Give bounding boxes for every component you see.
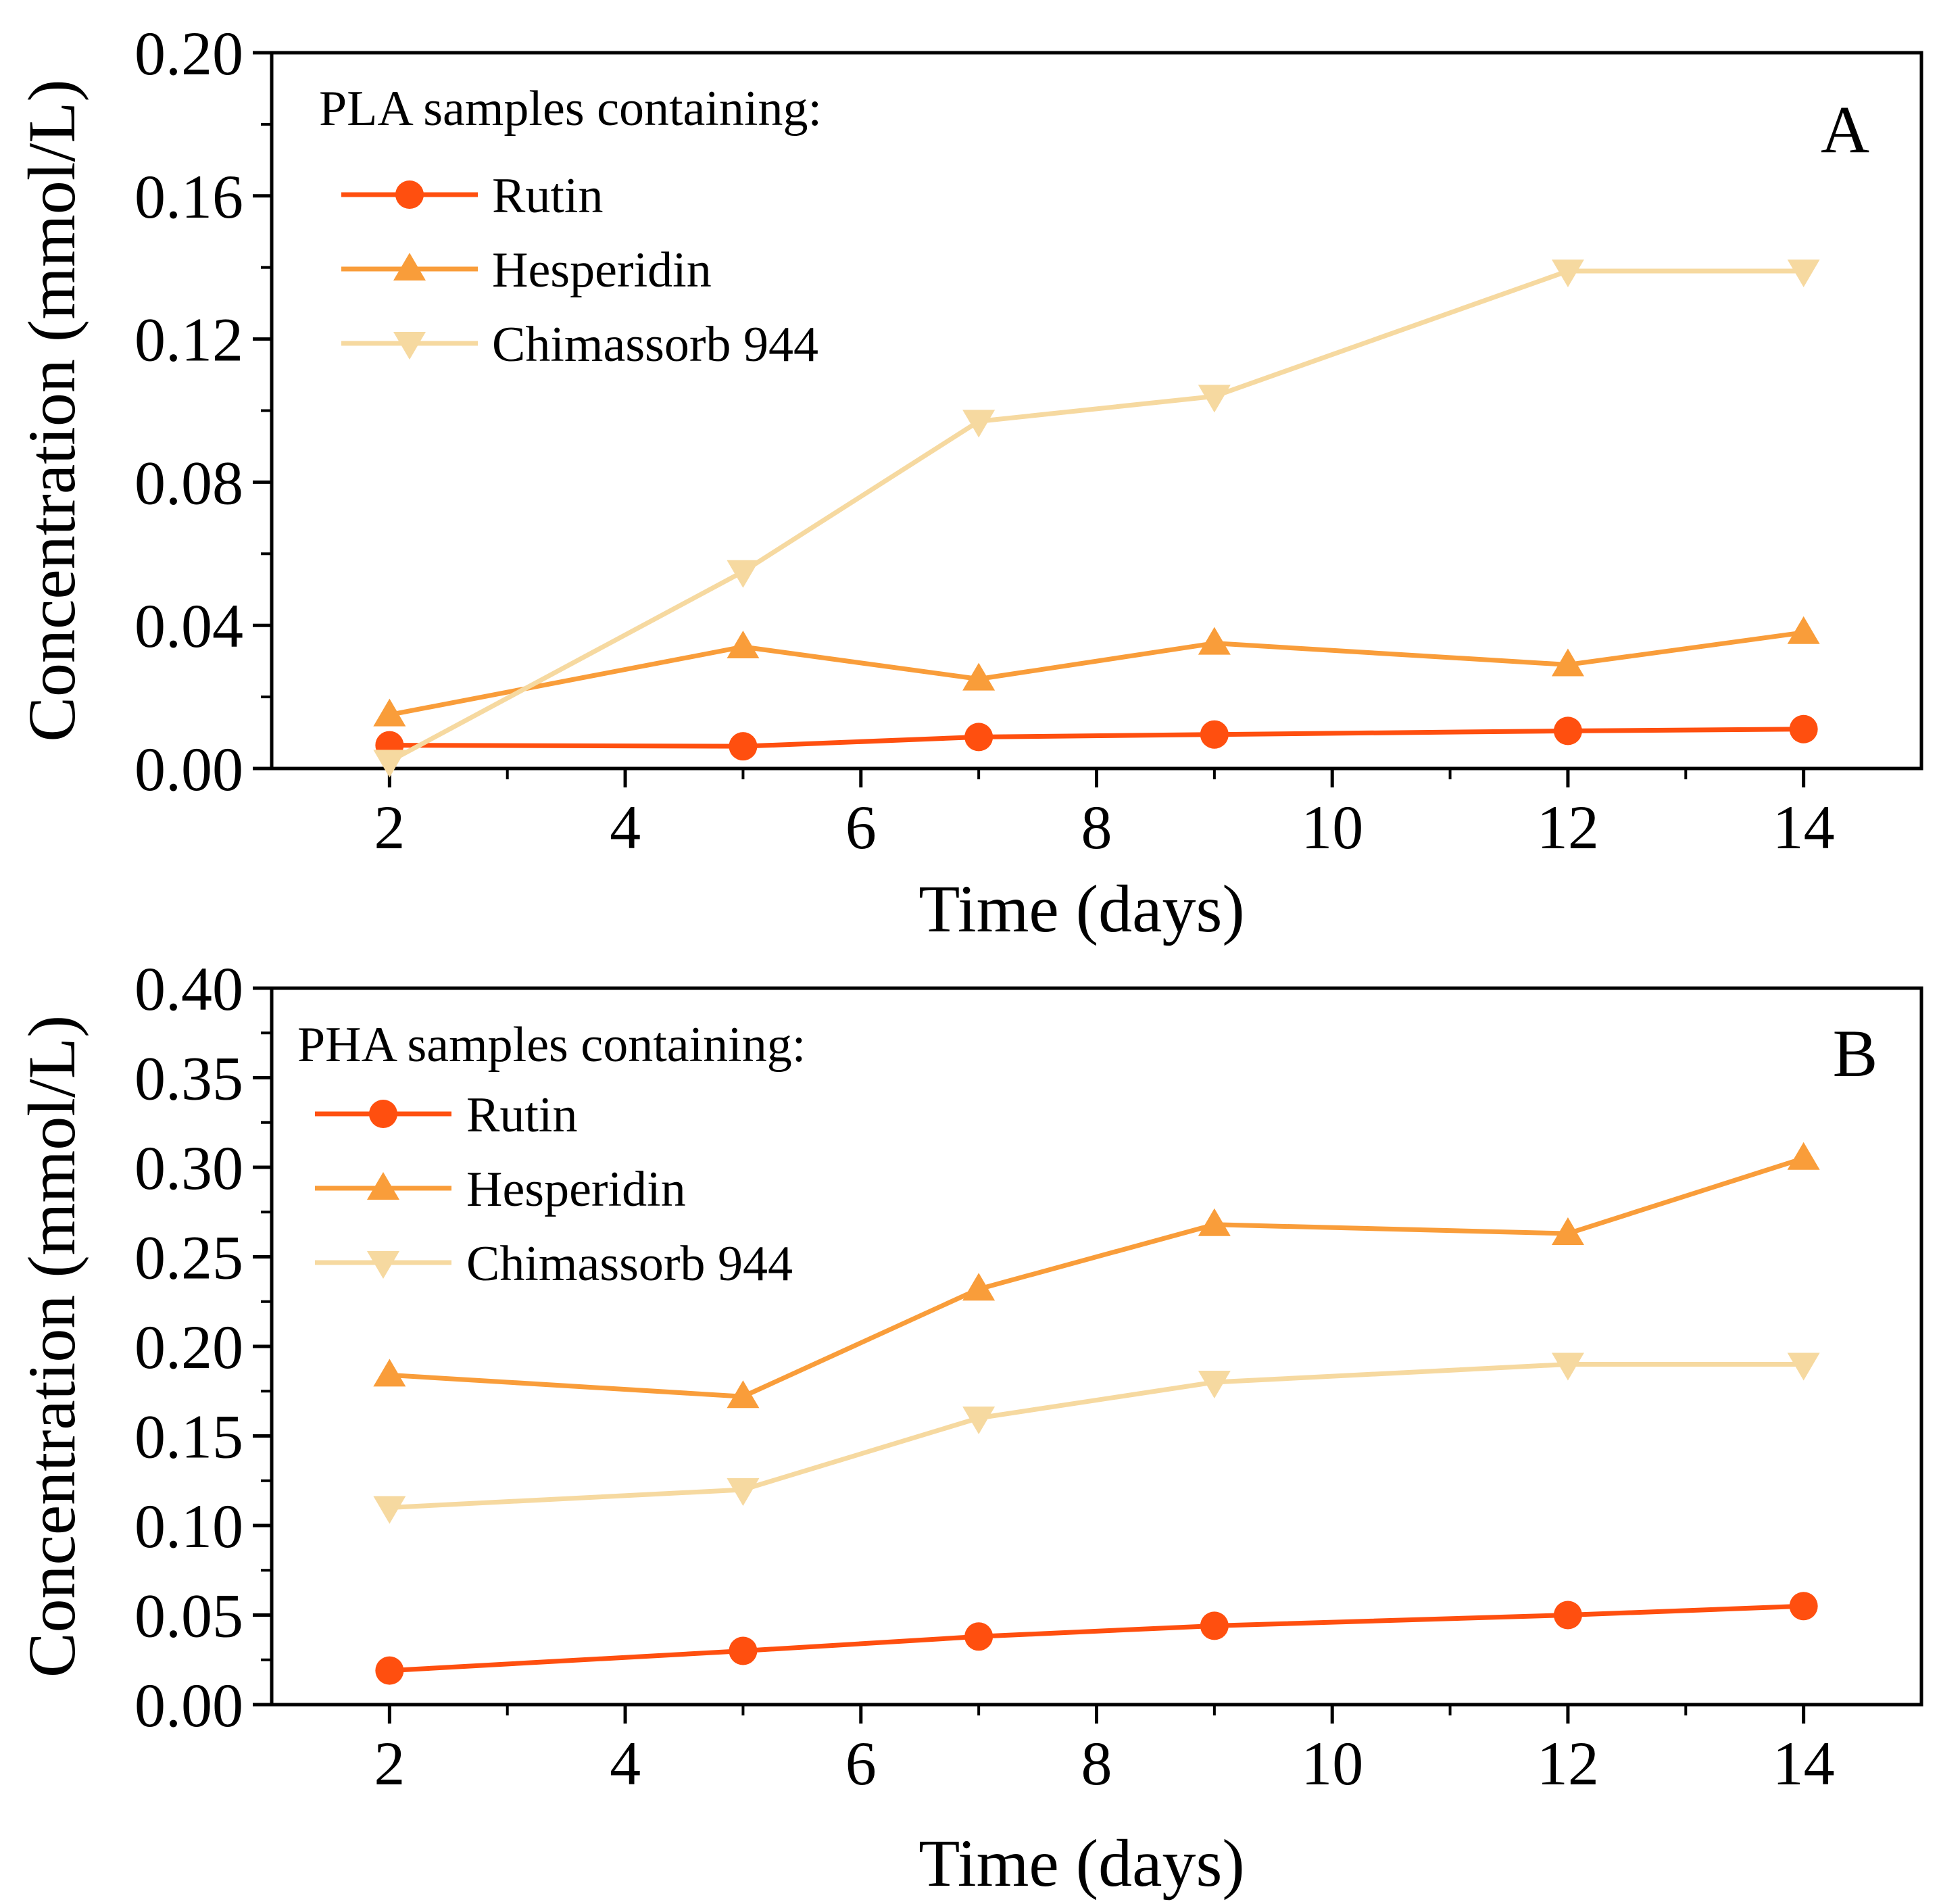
panel-b-data-point xyxy=(962,1407,996,1434)
panel-b-data-point xyxy=(1789,1592,1818,1621)
panel-a-legend-label: Rutin xyxy=(492,168,603,224)
panel-a-y-tick-label: 0.12 xyxy=(134,306,243,374)
panel-b-data-point xyxy=(1198,1208,1231,1236)
panel-a-legend-label: Hesperidin xyxy=(492,243,712,298)
panel-a-data-point xyxy=(1198,627,1231,655)
panel-a-x-tick-label: 4 xyxy=(610,793,641,862)
panel-b-data-point xyxy=(1200,1611,1229,1640)
panel-b-y-tick-label: 0.10 xyxy=(134,1492,243,1561)
panel-a-chart: 2 4 6 8 10 12 14 0.00 0.04 0.08 0.12 0.16 0.20 Time (… xyxy=(14,19,1923,946)
panel-a-data-point xyxy=(1553,716,1582,746)
panel-b-y-tick-label: 0.05 xyxy=(134,1582,243,1651)
panel-a-data-point xyxy=(1787,259,1820,287)
panel-b-data-point xyxy=(1553,1601,1582,1630)
panel-a-y-tick-label: 0.04 xyxy=(134,591,243,660)
panel-b-legend-marker xyxy=(367,1251,399,1279)
panel-b-data-point xyxy=(1551,1352,1584,1381)
panel-a-data-point xyxy=(1200,720,1229,749)
panel-a-y-tick-label: 0.20 xyxy=(134,19,243,88)
panel-b-y-tick-label: 0.30 xyxy=(134,1133,243,1202)
panel-a-series-line-2 xyxy=(389,630,1805,718)
panel-b-series-line-1 xyxy=(389,1603,1804,1674)
panel-a-x-axis-title: Time (days) xyxy=(918,871,1244,946)
panel-a-data-point xyxy=(1789,714,1818,743)
panel-b-data-point xyxy=(727,1380,760,1409)
panel-a-x-tick-label: 14 xyxy=(1773,793,1835,862)
panel-b-y-axis-title: Concentration (mmol/L) xyxy=(14,1015,89,1678)
panel-b-legend-label: Chimassorb 944 xyxy=(466,1236,793,1292)
panel-a-legend-label: Chimassorb 944 xyxy=(492,317,818,372)
panel-a-series-line-1 xyxy=(389,727,1804,749)
panel-b-x-tick-label: 10 xyxy=(1301,1729,1363,1798)
panel-a-y-tick-label: 0.16 xyxy=(134,162,243,231)
panel-b-data-point xyxy=(1198,1371,1231,1398)
panel-b-y-tick-label: 0.35 xyxy=(134,1044,243,1113)
panel-b-x-tick-label: 12 xyxy=(1537,1729,1599,1798)
panel-a-x-tick-label: 12 xyxy=(1537,793,1599,862)
panel-b-panel-letter: B xyxy=(1833,1016,1878,1091)
panel-b-data-point xyxy=(373,1496,406,1524)
panel-a-data-point xyxy=(1787,616,1820,644)
panel-a-legend-marker xyxy=(395,180,424,209)
panel-b-x-tick-label: 14 xyxy=(1773,1729,1835,1798)
panel-a-y-tick-label: 0.08 xyxy=(134,448,243,517)
panel-b-legend-title: PHA samples containing: xyxy=(297,1017,806,1073)
panel-b-x-tick-label: 6 xyxy=(845,1729,877,1798)
panel-a-data-point xyxy=(1198,385,1231,413)
panel-b-series-line-2 xyxy=(389,1156,1805,1399)
panel-b-series-line-3 xyxy=(389,1362,1804,1510)
panel-b-y-tick-label: 0.20 xyxy=(134,1313,243,1382)
panel-a-x-tick-label: 2 xyxy=(374,793,405,862)
panel-b-data-point xyxy=(373,1359,406,1387)
panel-a-data-point xyxy=(962,410,996,438)
panel-b-x-tick-label: 8 xyxy=(1081,1729,1112,1798)
panel-b-legend-label: Rutin xyxy=(466,1088,577,1143)
panel-b-y-tick-label: 0.25 xyxy=(134,1223,243,1292)
panel-b-x-tick-label: 4 xyxy=(610,1729,641,1798)
panel-a-data-point xyxy=(729,732,758,761)
panel-a-legend-marker xyxy=(393,253,426,280)
panel-a-data-point xyxy=(373,698,406,727)
panel-b-y-tick-label: 0.00 xyxy=(134,1671,243,1740)
panel-a-data-point xyxy=(964,723,993,752)
panel-b-data-point xyxy=(1787,1352,1820,1381)
panel-b-x-axis-title: Time (days) xyxy=(918,1826,1244,1901)
panel-a-y-tick-label: 0.00 xyxy=(134,735,243,804)
panel-a-panel-letter: A xyxy=(1821,92,1869,167)
panel-a-data-point xyxy=(962,662,996,691)
panel-a-series-line-3 xyxy=(388,268,1804,764)
panel-a-legend-marker xyxy=(393,332,426,360)
panel-b-data-point xyxy=(727,1478,760,1506)
panel-b-data-point xyxy=(375,1656,404,1685)
panel-b-data-point xyxy=(1787,1142,1820,1170)
panel-b-x-tick-label: 2 xyxy=(374,1729,405,1798)
panel-a-legend-title: PLA samples containing: xyxy=(319,81,822,137)
panel-b-legend-label: Hesperidin xyxy=(466,1162,686,1217)
panel-b-y-tick-label: 0.40 xyxy=(134,954,243,1023)
panel-b-chart: 2 4 6 8 10 12 14 0.00 0.05 0.10 0.15 0.20 0.25 0.30 0.… xyxy=(14,954,1923,1901)
panel-b-y-tick-label: 0.15 xyxy=(134,1402,243,1471)
panel-a-data-point xyxy=(727,560,760,588)
panel-a-data-point xyxy=(1551,259,1584,287)
panel-a-x-tick-label: 6 xyxy=(845,793,877,862)
panel-b-legend-marker xyxy=(369,1100,397,1128)
panel-b-data-point xyxy=(729,1636,758,1665)
panel-a-x-tick-label: 8 xyxy=(1081,793,1112,862)
panel-b-data-point xyxy=(1551,1217,1584,1246)
panel-b-data-point xyxy=(962,1273,996,1301)
panel-b-legend-marker xyxy=(367,1172,399,1200)
panel-a-data-point xyxy=(1551,648,1584,677)
panel-b-data-point xyxy=(964,1622,993,1651)
panel-a-x-tick-label: 10 xyxy=(1301,793,1363,862)
panel-a-data-point xyxy=(727,630,760,658)
panel-a-data-point xyxy=(373,750,406,778)
panel-a-y-axis-title: Concentration (mmol/L) xyxy=(14,79,89,741)
